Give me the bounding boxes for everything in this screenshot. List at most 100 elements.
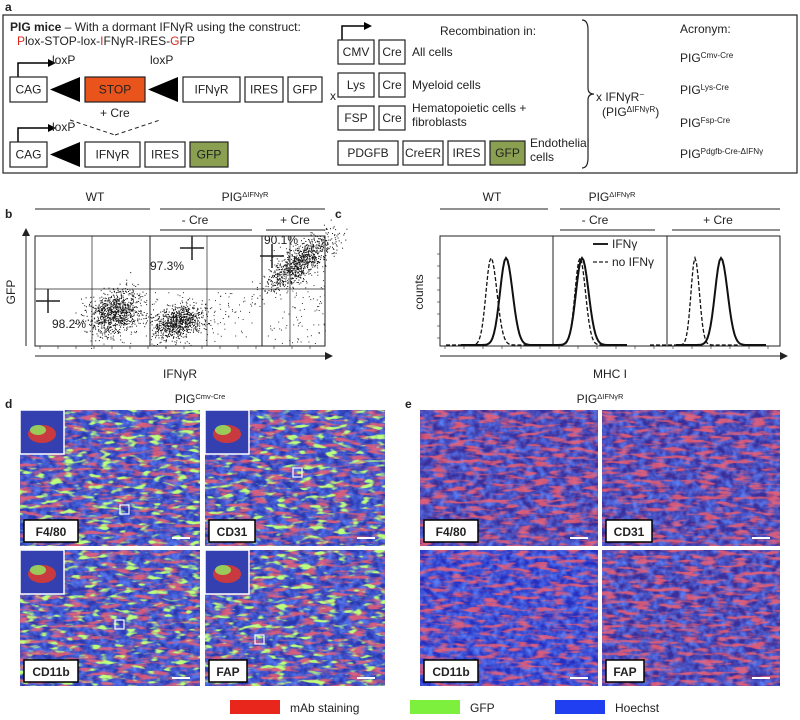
event-dot	[187, 320, 189, 322]
event-dot	[128, 314, 130, 316]
event-dot	[175, 342, 177, 344]
text-part: no IFNγ	[612, 255, 654, 269]
event-dot	[323, 255, 324, 257]
event-dot	[302, 254, 304, 256]
event-dot	[162, 310, 164, 312]
event-dot	[124, 313, 125, 315]
event-dot	[280, 282, 282, 284]
event-dot	[189, 321, 191, 323]
event-dot	[327, 232, 329, 234]
inset-cell	[30, 425, 46, 435]
event-dot	[320, 247, 322, 249]
event-dot	[98, 320, 100, 321]
event-dot	[285, 276, 287, 278]
event-dot	[300, 282, 302, 284]
event-dot	[169, 330, 171, 332]
text-part: d	[5, 397, 12, 411]
event-dot	[264, 290, 266, 292]
inset	[19, 549, 65, 595]
event-dot	[177, 331, 179, 333]
event-dot	[299, 277, 301, 278]
event-dot	[279, 274, 281, 276]
event-dot	[291, 278, 293, 280]
event-dot	[130, 299, 132, 301]
text-part: + Cre	[280, 213, 310, 227]
event-dot	[298, 283, 300, 285]
event-dot	[294, 265, 296, 266]
event-dot	[294, 307, 296, 309]
promoter-arrow	[341, 25, 364, 40]
event-dot	[117, 311, 119, 312]
event-dot	[106, 328, 108, 330]
event-dot	[326, 259, 327, 261]
event-dot	[285, 279, 287, 281]
event-dot	[98, 305, 100, 307]
event-dot	[105, 335, 107, 337]
text-part: CD31	[614, 525, 645, 539]
event-dot	[115, 298, 116, 300]
event-dot	[119, 307, 121, 309]
event-dot	[270, 289, 272, 291]
event-dot	[124, 322, 125, 324]
event-dot	[228, 316, 230, 318]
text-part: MHC I	[593, 367, 627, 381]
event-dot	[108, 309, 110, 310]
event-dot	[137, 319, 139, 321]
event-dot	[179, 321, 181, 323]
event-dot	[175, 315, 177, 316]
event-dot	[102, 306, 104, 308]
event-dot	[289, 281, 291, 283]
event-dot	[105, 331, 107, 333]
event-dot	[256, 287, 258, 289]
text-part: F4/80	[36, 525, 67, 539]
event-dot	[321, 243, 323, 245]
event-dot	[182, 327, 184, 329]
event-dot	[297, 339, 299, 341]
event-dot	[90, 324, 92, 326]
event-dot	[310, 299, 312, 301]
event-dot	[193, 307, 195, 309]
event-dot	[287, 264, 288, 266]
event-dot	[140, 318, 142, 320]
event-dot	[124, 320, 125, 322]
event-dot	[313, 262, 315, 264]
event-dot	[279, 328, 281, 330]
event-dot	[138, 298, 140, 300]
event-dot	[88, 305, 90, 307]
event-dot	[171, 322, 173, 324]
event-dot	[176, 322, 178, 324]
event-dot	[119, 319, 121, 321]
event-dot	[175, 316, 177, 318]
event-dot	[106, 314, 108, 316]
event-dot	[295, 269, 297, 271]
event-dot	[104, 314, 106, 316]
event-dot	[296, 260, 298, 262]
event-dot	[324, 324, 325, 326]
event-dot	[197, 308, 199, 310]
event-dot	[320, 251, 322, 252]
event-dot	[279, 278, 281, 280]
event-dot	[302, 255, 304, 257]
event-dot	[109, 307, 110, 309]
event-dot	[113, 315, 115, 317]
event-dot	[173, 326, 175, 328]
text-part: loxP	[150, 53, 173, 67]
event-dot	[125, 319, 127, 320]
event-dot	[155, 315, 156, 317]
text: - Cre	[582, 213, 609, 227]
event-dot	[202, 315, 204, 317]
event-dot	[156, 324, 158, 326]
event-dot	[124, 306, 126, 308]
event-dot	[191, 320, 193, 322]
event-dot	[132, 319, 134, 321]
event-dot	[198, 331, 200, 333]
event-dot	[204, 325, 206, 327]
event-dot	[110, 315, 112, 317]
event-dot	[286, 267, 288, 269]
event-dot	[146, 300, 148, 302]
event-dot	[283, 265, 285, 266]
event-dot	[315, 257, 317, 258]
event-dot	[310, 234, 312, 236]
event-dot	[317, 252, 319, 254]
text: Recombination in:	[440, 24, 536, 38]
